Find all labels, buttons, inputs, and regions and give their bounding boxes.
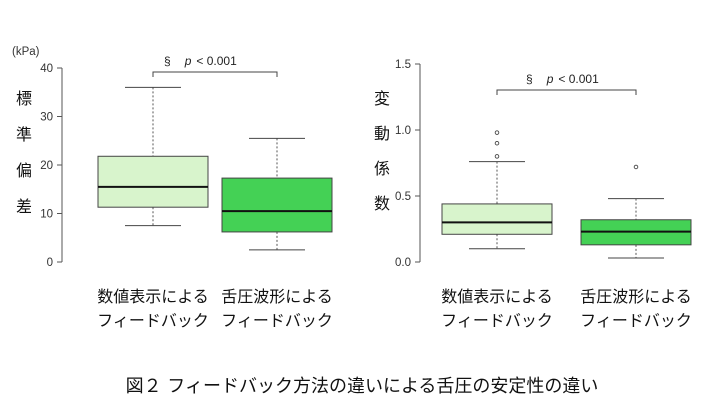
category-label-line1: 数値表示による [441,287,553,306]
chart-panel-cv: 0.00.51.01.5変動係数数値表示によるフィードバック舌圧波形によるフィー… [374,59,692,330]
category-label-line1: 舌圧波形による [580,287,692,306]
y-axis-label-char: 準 [16,125,32,144]
y-tick-label: 1.5 [395,59,411,71]
y-axis-label-char: 動 [374,124,390,143]
y-tick-label: 40 [40,63,53,75]
y-axis-label-char: 数 [374,194,390,213]
box-iqr [441,203,553,235]
y-axis-label-char: 変 [374,89,390,108]
category-label-line1: 数値表示による [97,287,209,306]
y-tick-label: 0.5 [395,191,411,203]
y-tick-label: 20 [40,160,53,172]
y-axis-label-char: 係 [374,159,390,178]
y-tick-label: 0.0 [395,257,411,269]
box-iqr [97,155,209,208]
y-tick-label: 30 [40,112,53,124]
category-label-line2: フィードバック [441,311,553,330]
y-axis-label-char: 差 [16,197,32,216]
outlier-point [494,140,500,146]
category-label-line2: フィードバック [221,311,333,330]
figure-caption: 図２ フィードバック方法の違いによる舌圧の安定性の違い [126,376,599,397]
significance-bracket [152,71,278,77]
y-unit-label: (kPa) [12,46,40,58]
category-label-line2: フィードバック [97,311,209,330]
y-tick-label: 10 [40,209,53,221]
category-label-line2: フィードバック [580,311,692,330]
significance-label: § p < 0.001 [526,72,599,86]
chart-panel-std-dev: 0 10 20 30 40(kPa) 標準偏差数値表示によるフィードバック舌圧波形によるフ… [12,46,333,330]
box-iqr [221,177,333,233]
outlier-point [494,154,500,159]
category-label-line1: 舌圧波形による [221,287,333,306]
y-axis-label-char: 標 [16,89,32,108]
y-tick-label: 1.0 [395,125,411,137]
significance-label: § p < 0.001 [164,54,237,68]
outlier-point [494,130,500,135]
y-tick-label: 0 [47,257,53,269]
significance-bracket [496,89,637,95]
outlier-point [633,164,639,170]
y-axis-label-char: 偏 [16,161,32,180]
